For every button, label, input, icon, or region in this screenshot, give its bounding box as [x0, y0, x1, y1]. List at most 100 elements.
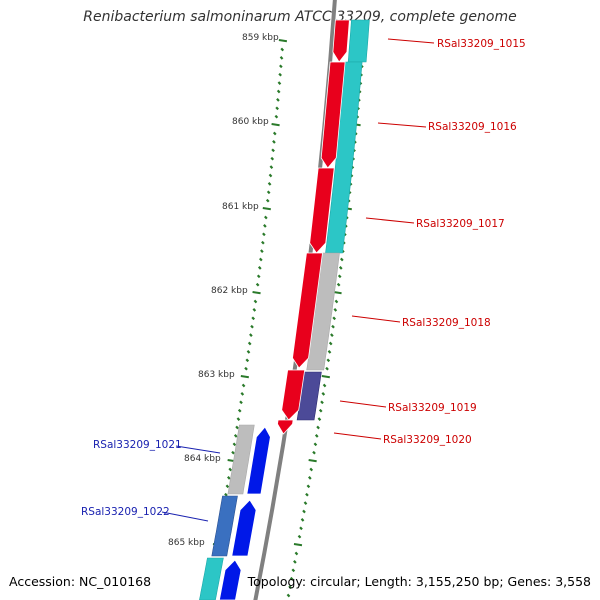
- tick-mark-inner: [257, 266, 262, 270]
- ruler-label-864: 864 kbp: [184, 454, 221, 464]
- gene-label-1021[interactable]: RSal33209_1021: [93, 439, 182, 451]
- tick-mark-outer: [300, 518, 305, 522]
- tick-mark-outer: [308, 476, 312, 480]
- leader-line: [365, 217, 415, 224]
- leader-line: [161, 511, 209, 522]
- tick-mark-outer: [299, 526, 303, 531]
- leader-line: [387, 38, 435, 44]
- reverse-gene-1022: [231, 499, 257, 557]
- tick-mark-inner: [276, 89, 281, 94]
- tick-mark-inner: [231, 450, 235, 455]
- tick-mark-outer: [320, 400, 324, 405]
- tick-mark-inner: [270, 156, 275, 161]
- gene-label-1016[interactable]: RSal33209_1016: [428, 121, 517, 133]
- tick-mark-outer: [293, 543, 303, 547]
- genome-summary-text: Topology: circular; Length: 3,155,250 bp…: [247, 574, 591, 589]
- tick-mark-inner: [263, 224, 267, 228]
- tick-mark-inner: [261, 240, 265, 245]
- tick-mark-inner: [259, 257, 263, 262]
- map-title: Renibacterium salmoninarum ATCC 33209, c…: [83, 9, 517, 25]
- tick-mark-inner: [251, 316, 256, 321]
- gene-arrows: [218, 19, 350, 600]
- tick-mark-outer: [286, 593, 291, 598]
- tick-mark-inner: [279, 56, 284, 60]
- forward-gene-1018: [292, 252, 323, 369]
- tick-mark-outer: [331, 324, 335, 329]
- tick-mark-inner: [256, 274, 261, 279]
- leader-line: [333, 432, 382, 440]
- tick-mark-inner: [246, 350, 251, 354]
- tick-mark-inner: [227, 476, 231, 480]
- tick-mark-inner: [232, 442, 237, 447]
- tick-mark-outer: [318, 408, 323, 413]
- tick-mark-inner: [271, 123, 280, 127]
- reverse-gene-1021: [246, 426, 271, 495]
- tick-mark-outer: [338, 266, 343, 270]
- tick-mark-inner: [252, 308, 257, 312]
- gene-label-1019[interactable]: RSal33209_1019: [388, 402, 477, 414]
- tick-mark-outer: [317, 417, 322, 421]
- tick-mark-outer: [328, 341, 333, 346]
- tick-mark-inner: [276, 98, 280, 102]
- gray-track-segment: [227, 424, 255, 495]
- tick-mark-outer: [314, 434, 319, 438]
- tick-mark-inner: [244, 366, 248, 371]
- tick-mark-inner: [280, 47, 285, 52]
- ruler-label-863: 863 kbp: [198, 370, 235, 380]
- tick-mark-outer: [330, 333, 334, 337]
- tick-mark-outer: [313, 442, 318, 447]
- tick-mark-outer: [321, 392, 326, 396]
- tick-mark-inner: [278, 39, 288, 43]
- tick-mark-inner: [247, 341, 252, 346]
- tick-mark-inner: [235, 425, 239, 430]
- feature-tracks: [199, 19, 370, 600]
- forward-gene-1015: [332, 19, 350, 63]
- tick-mark-outer: [305, 492, 309, 497]
- tick-mark-inner: [272, 140, 276, 144]
- tick-mark-inner: [236, 417, 241, 421]
- tick-mark-inner: [262, 232, 266, 237]
- tick-mark-outer: [325, 366, 329, 371]
- tick-mark-inner: [275, 106, 279, 111]
- tick-mark-inner: [279, 64, 283, 69]
- tick-mark-outer: [293, 560, 297, 564]
- tick-mark-outer: [297, 534, 302, 539]
- tick-mark-outer: [333, 308, 338, 312]
- ruler-label-860: 860 kbp: [232, 117, 269, 127]
- tick-mark-outer: [326, 358, 331, 363]
- gene-label-1022[interactable]: RSal33209_1022: [81, 506, 170, 518]
- gene-label-1020[interactable]: RSal33209_1020: [383, 434, 472, 446]
- tick-mark-inner: [250, 324, 254, 329]
- tick-mark-inner: [267, 182, 272, 186]
- ruler-labels: 859 kbp 860 kbp 861 kbp 862 kbp 863 kbp …: [168, 33, 279, 548]
- tick-mark-inner: [253, 299, 258, 304]
- leader-line: [377, 122, 427, 128]
- tick-mark-inner: [265, 198, 270, 203]
- accession-text: Accession: NC_010168: [9, 574, 152, 589]
- ruler-label-861: 861 kbp: [222, 202, 259, 212]
- tick-mark-inner: [245, 358, 250, 363]
- ruler-label-859: 859 kbp: [242, 33, 279, 43]
- tick-mark-inner: [268, 173, 273, 178]
- tick-mark-outer: [340, 257, 344, 262]
- tick-mark-inner: [241, 383, 246, 388]
- tick-mark-inner: [225, 484, 230, 489]
- ruler-label-865: 865 kbp: [168, 538, 205, 548]
- gene-label-1018[interactable]: RSal33209_1018: [402, 317, 491, 329]
- tick-mark-outer: [303, 501, 308, 505]
- tick-mark-inner: [278, 72, 282, 77]
- tick-mark-inner: [264, 215, 268, 220]
- gene-label-1017[interactable]: RSal33209_1017: [416, 218, 505, 230]
- tick-mark-outer: [289, 576, 294, 581]
- gene-label-1015[interactable]: RSal33209_1015: [437, 38, 526, 50]
- forward-gene-1016: [320, 61, 346, 169]
- forward-gene-1020: [277, 419, 294, 435]
- tick-mark-outer: [308, 459, 317, 463]
- tick-mark-outer: [312, 450, 316, 455]
- steel-track-segment: [211, 495, 238, 557]
- tick-mark-inner: [274, 114, 279, 119]
- cyan-track-segment: [199, 557, 224, 600]
- tick-mark-inner: [252, 291, 261, 295]
- tick-mark-outer: [302, 509, 306, 514]
